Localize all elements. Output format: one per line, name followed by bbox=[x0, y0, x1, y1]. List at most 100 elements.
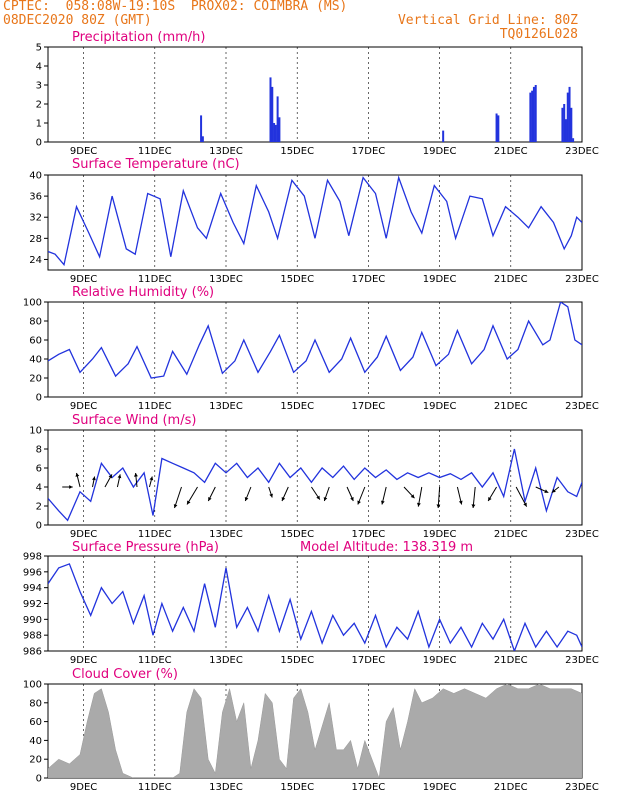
wind-arrow-head bbox=[316, 495, 320, 500]
wind-arrow-head bbox=[381, 500, 385, 505]
y-tick-label: 0 bbox=[36, 393, 42, 404]
x-tick-label: 13DEC bbox=[209, 655, 243, 666]
x-tick-label: 17DEC bbox=[352, 529, 386, 540]
y-tick-label: 988 bbox=[23, 631, 42, 642]
precip-bar bbox=[497, 115, 500, 142]
panel-3: 0 20 40 60 80 100 9DEC 11DEC 13DEC 15DEC 17DEC 19DE… bbox=[23, 285, 599, 412]
y-tick-label: 60 bbox=[29, 717, 42, 728]
wind-arrow-head bbox=[357, 500, 361, 505]
y-tick-label: 40 bbox=[29, 355, 42, 366]
y-tick-label: 2 bbox=[36, 502, 42, 513]
x-tick-label: 19DEC bbox=[423, 655, 457, 666]
header-line3-right: TQ0126L028 bbox=[499, 27, 578, 42]
precip-bar bbox=[563, 104, 566, 142]
wind-arrow-head bbox=[471, 504, 476, 508]
y-tick-label: 3 bbox=[36, 81, 42, 92]
plot-frame bbox=[47, 301, 583, 398]
wind-arrow-head bbox=[208, 497, 212, 501]
x-tick-label: 11DEC bbox=[138, 401, 172, 412]
precip-bar bbox=[273, 123, 276, 142]
wind-arrow-head bbox=[134, 473, 138, 477]
wind-arrow-head bbox=[244, 497, 249, 501]
x-tick-label: 19DEC bbox=[423, 146, 457, 157]
wind-arrow-head bbox=[436, 504, 441, 508]
y-tick-label: 40 bbox=[29, 736, 42, 747]
precip-bar bbox=[568, 86, 571, 142]
x-tick-label: 9DEC bbox=[70, 529, 97, 540]
x-tick-label: 19DEC bbox=[423, 274, 457, 285]
y-tick-label: 1 bbox=[36, 119, 42, 130]
y-tick-label: 0 bbox=[36, 138, 42, 149]
wind-arrow-head bbox=[149, 476, 154, 481]
plot-frame bbox=[47, 46, 583, 143]
y-tick-label: 986 bbox=[23, 647, 42, 658]
y-tick-label: 24 bbox=[29, 255, 42, 266]
wind-arrow-head bbox=[350, 497, 354, 501]
panel-title: Precipitation (mm/h) bbox=[72, 30, 205, 45]
precip-bar bbox=[532, 86, 535, 142]
series-line bbox=[48, 563, 582, 651]
x-tick-label: 21DEC bbox=[494, 782, 528, 793]
precip-bar bbox=[274, 124, 277, 142]
header-line2-left: 08DEC2020 80Z (GMT) bbox=[3, 13, 152, 28]
y-tick-label: 8 bbox=[36, 445, 42, 456]
x-tick-label: 15DEC bbox=[280, 529, 314, 540]
y-tick-label: 0 bbox=[36, 774, 42, 785]
precip-bar bbox=[572, 138, 575, 142]
precip-bar bbox=[495, 113, 498, 142]
x-tick-label: 13DEC bbox=[209, 782, 243, 793]
x-tick-label: 23DEC bbox=[565, 655, 599, 666]
x-tick-label: 11DEC bbox=[138, 655, 172, 666]
panel-1: 0 1 2 3 4 5 9DEC 11DEC 13DEC 15DEC 17DEC 19DEC 21DEC… bbox=[36, 30, 599, 157]
wind-arrow-head bbox=[269, 493, 273, 498]
x-tick-label: 21DEC bbox=[494, 401, 528, 412]
precip-bar bbox=[570, 107, 573, 142]
x-tick-label: 13DEC bbox=[209, 401, 243, 412]
y-tick-label: 990 bbox=[23, 615, 42, 626]
precip-bar bbox=[201, 136, 204, 142]
y-tick-label: 0 bbox=[36, 521, 42, 532]
x-tick-label: 11DEC bbox=[138, 782, 172, 793]
x-tick-label: 15DEC bbox=[280, 655, 314, 666]
x-tick-label: 13DEC bbox=[209, 146, 243, 157]
wind-arrow-head bbox=[117, 474, 122, 479]
x-tick-label: 17DEC bbox=[352, 274, 386, 285]
panel-title: Relative Humidity (%) bbox=[72, 285, 214, 300]
y-tick-label: 80 bbox=[29, 698, 42, 709]
header-line1-left: CPTEC: 058:08W-19:10S PROX02: COIMBRA (M… bbox=[3, 0, 348, 14]
panel-subtitle: Model Altitude: 138.319 m bbox=[300, 540, 473, 555]
x-tick-label: 23DEC bbox=[565, 782, 599, 793]
y-tick-label: 20 bbox=[29, 374, 42, 385]
x-tick-label: 13DEC bbox=[209, 274, 243, 285]
x-tick-label: 21DEC bbox=[494, 274, 528, 285]
x-tick-label: 23DEC bbox=[565, 529, 599, 540]
x-tick-label: 19DEC bbox=[423, 401, 457, 412]
series-line bbox=[48, 302, 582, 379]
x-tick-label: 15DEC bbox=[280, 401, 314, 412]
x-tick-label: 13DEC bbox=[209, 529, 243, 540]
x-tick-label: 11DEC bbox=[138, 274, 172, 285]
panel-5: 986 988 990 992 994 996 998 9DEC 11DEC 13DEC 15DEC… bbox=[23, 540, 599, 666]
y-tick-label: 100 bbox=[23, 298, 42, 309]
precip-bar bbox=[566, 92, 569, 142]
series-line bbox=[48, 448, 582, 522]
x-tick-label: 11DEC bbox=[138, 529, 172, 540]
y-tick-label: 28 bbox=[29, 234, 42, 245]
wind-arrow-head bbox=[544, 489, 549, 493]
x-tick-label: 17DEC bbox=[352, 146, 386, 157]
x-tick-label: 15DEC bbox=[280, 146, 314, 157]
panel-title: Cloud Cover (%) bbox=[72, 667, 178, 682]
x-tick-label: 17DEC bbox=[352, 655, 386, 666]
y-tick-label: 32 bbox=[29, 213, 42, 224]
precip-bar bbox=[531, 90, 534, 142]
y-tick-label: 6 bbox=[36, 464, 42, 475]
y-tick-label: 36 bbox=[29, 192, 42, 203]
wind-arrow-head bbox=[173, 504, 178, 508]
y-tick-label: 2 bbox=[36, 100, 42, 111]
y-tick-label: 998 bbox=[23, 552, 42, 563]
wind-arrow bbox=[472, 486, 476, 509]
y-tick-label: 100 bbox=[23, 680, 42, 691]
precip-bar bbox=[269, 77, 272, 142]
wind-arrow bbox=[515, 486, 528, 507]
x-tick-label: 15DEC bbox=[280, 274, 314, 285]
